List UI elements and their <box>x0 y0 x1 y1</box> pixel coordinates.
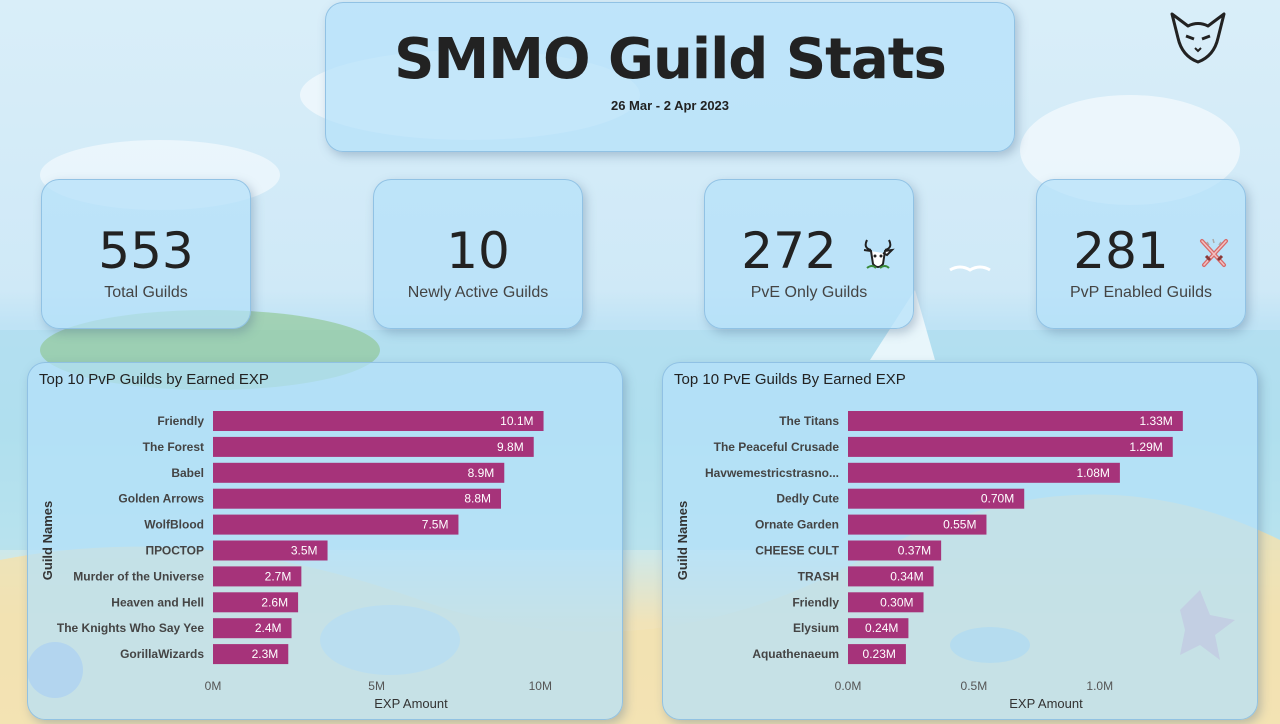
bar <box>848 462 1120 483</box>
kpi-pve-only-guilds: 272 PvE Only Guilds <box>704 179 914 329</box>
data-label: 1.08M <box>1077 466 1110 480</box>
bar <box>213 566 302 587</box>
x-axis-title: EXP Amount <box>374 696 448 711</box>
category-label: Babel <box>171 466 204 480</box>
data-label: 10.1M <box>500 414 533 428</box>
bar <box>213 411 544 431</box>
category-label: GorillaWizards <box>120 647 204 661</box>
pve-chart-card: Top 10 PvE Guilds By Earned EXP Guild Na… <box>662 362 1258 720</box>
x-tick-label: 0.0M <box>835 679 862 693</box>
x-axis-title: EXP Amount <box>1009 696 1083 711</box>
bar <box>848 644 906 665</box>
x-tick-label: 0.5M <box>961 679 988 693</box>
bar <box>848 540 942 561</box>
chart-title: Top 10 PvP Guilds by Earned EXP <box>39 371 269 388</box>
category-label: Ornate Garden <box>755 518 839 532</box>
category-label: The Forest <box>143 440 204 454</box>
data-label: 0.34M <box>890 569 923 583</box>
kpi-value: 281 <box>1073 222 1169 280</box>
category-label: Golden Arrows <box>118 492 204 506</box>
category-label: CHEESE CULT <box>755 544 839 558</box>
kpi-value: 553 <box>98 222 194 280</box>
data-label: 1.29M <box>1129 440 1162 454</box>
y-axis-title: Guild Names <box>40 501 55 580</box>
x-tick-label: 10M <box>529 679 552 693</box>
data-label: 2.6M <box>261 595 288 609</box>
category-label: Heaven and Hell <box>111 595 204 609</box>
bar <box>848 436 1173 457</box>
data-label: 0.24M <box>865 621 898 635</box>
date-range: 26 Mar - 2 Apr 2023 <box>610 98 730 113</box>
data-label: 8.9M <box>468 466 495 480</box>
data-label: 2.3M <box>252 647 279 661</box>
pvp-bar-chart: Guild Names Friendly 10.1M The Forest 9.8M Ba… <box>40 411 552 711</box>
kpi-value: 10 <box>446 222 510 280</box>
x-tick-label: 5M <box>368 679 385 693</box>
bar <box>848 566 934 587</box>
bar <box>213 592 299 613</box>
chart-title: Top 10 PvE Guilds By Earned EXP <box>674 371 906 388</box>
category-label: Dedly Cute <box>776 492 839 506</box>
bar <box>213 514 459 535</box>
y-axis-title: Guild Names <box>675 501 690 580</box>
bar <box>213 462 505 483</box>
data-label: 8.8M <box>464 492 491 506</box>
data-label: 7.5M <box>422 518 449 532</box>
category-label: The Titans <box>779 414 839 428</box>
pvp-chart-card: Top 10 PvP Guilds by Earned EXP Guild Na… <box>27 362 623 720</box>
pve-bar-chart: Guild Names The Titans 1.33M The Peaceful C… <box>675 411 1183 711</box>
data-label: 9.8M <box>497 440 524 454</box>
category-label: TRASH <box>798 569 839 583</box>
category-label: Aquathenaeum <box>752 647 839 661</box>
kpi-label: PvP Enabled Guilds <box>1069 284 1212 301</box>
category-label: Friendly <box>157 414 204 428</box>
data-label: 0.30M <box>880 595 913 609</box>
crossed-swords-icon <box>1200 238 1228 267</box>
kpi-total-guilds: 553 Total Guilds <box>41 179 251 329</box>
data-label: 0.55M <box>943 518 976 532</box>
category-label: Friendly <box>792 595 839 609</box>
kpi-newly-active-guilds: 10 Newly Active Guilds <box>373 179 583 329</box>
bar <box>848 618 909 639</box>
bar <box>213 436 534 457</box>
kpi-label: PvE Only Guilds <box>750 284 868 301</box>
category-label: WolfBlood <box>144 518 204 532</box>
data-label: 0.70M <box>981 492 1014 506</box>
title-card: SMMO Guild Stats 26 Mar - 2 Apr 2023 <box>325 2 1015 152</box>
data-label: 2.7M <box>265 569 292 583</box>
goat-head-icon <box>863 239 895 269</box>
kpi-pvp-enabled-guilds: 281 PvP Enabled Guilds <box>1036 179 1246 329</box>
bar <box>848 488 1025 509</box>
data-label: 2.4M <box>255 621 282 635</box>
bar <box>213 618 292 639</box>
x-tick-label: 1.0M <box>1086 679 1113 693</box>
category-label: The Knights Who Say Yee <box>57 621 204 635</box>
category-label: Elysium <box>793 621 839 635</box>
bar <box>213 540 328 561</box>
bar <box>848 411 1183 431</box>
category-label: ПРОСТОР <box>145 544 204 558</box>
data-label: 0.37M <box>898 544 931 558</box>
page-title: SMMO Guild Stats <box>394 27 947 92</box>
category-label: The Peaceful Crusade <box>714 440 840 454</box>
bar <box>848 592 924 613</box>
data-label: 3.5M <box>291 544 318 558</box>
bar <box>213 488 501 509</box>
bar <box>848 514 987 535</box>
kpi-label: Total Guilds <box>104 284 188 301</box>
category-label: Murder of the Universe <box>73 569 204 583</box>
category-label: Havwemestricstrasno... <box>705 466 839 480</box>
cat-head-logo-icon <box>1170 12 1226 64</box>
data-label: 0.23M <box>863 647 896 661</box>
data-label: 1.33M <box>1139 414 1172 428</box>
x-tick-label: 0M <box>205 679 222 693</box>
bar <box>213 644 289 665</box>
kpi-label: Newly Active Guilds <box>407 284 549 301</box>
kpi-value: 272 <box>741 222 837 280</box>
